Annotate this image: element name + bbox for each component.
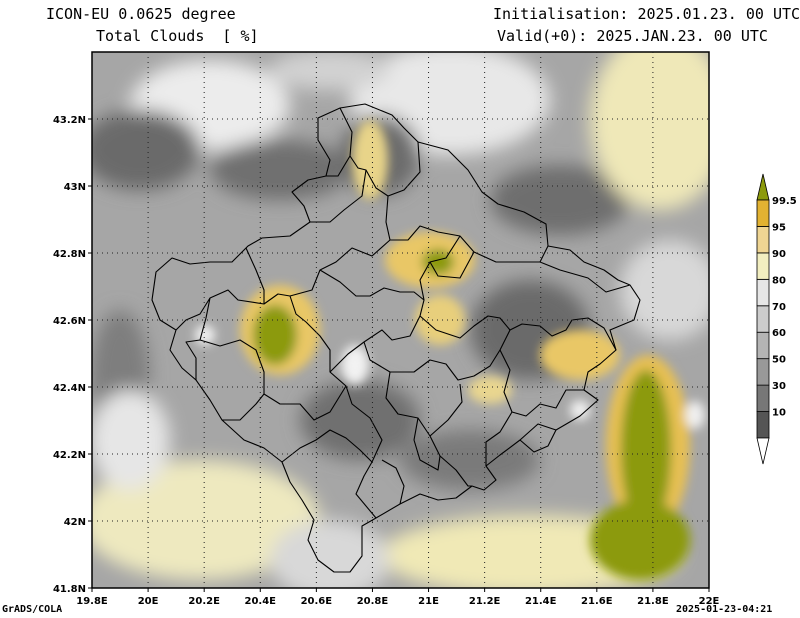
colorbar-label: 50 <box>772 355 786 366</box>
lon-axis: 19.8E 20E 20.2E 20.4E 20.6E 20.8E 21E 21.2E 21.4… <box>76 588 720 607</box>
colorbar-label: 60 <box>772 328 786 339</box>
colorbar-segment <box>756 384 770 412</box>
lat-tick-label: 42N <box>64 517 86 528</box>
lat-tick-label: 42.6N <box>53 316 86 327</box>
lon-tick-label: 20.6E <box>301 596 333 607</box>
colorbar-label: 80 <box>772 275 786 286</box>
colorbar-label: 10 <box>772 408 786 419</box>
colorbar-label: 90 <box>772 249 786 260</box>
colorbar-segment <box>756 331 770 360</box>
colorbar: 10 30 50 60 70 80 90 95 99.5 <box>756 173 797 465</box>
colorbar-label: 99.5 <box>772 196 797 207</box>
colorbar-segment <box>756 358 770 386</box>
field-title: Total Clouds [ %] <box>96 27 259 45</box>
lat-tick-label: 42.2N <box>53 450 86 461</box>
colorbar-segment <box>756 411 770 439</box>
colorbar-top-triangle <box>756 173 770 201</box>
cloud-field <box>92 52 709 588</box>
colorbar-label: 30 <box>772 381 786 392</box>
colorbar-segment <box>756 226 770 254</box>
init-time: Initialisation: 2025.01.23. 00 UTC <box>493 5 800 23</box>
footer-timestamp: 2025-01-23-04:21 <box>676 604 773 615</box>
lat-axis: 41.8N 42N 42.2N 42.4N 42.6N 42.8N 43N 43.2N <box>53 115 92 595</box>
colorbar-segment <box>756 252 770 280</box>
colorbar-label: 70 <box>772 302 786 313</box>
model-title: ICON-EU 0.0625 degree <box>46 5 236 23</box>
lon-tick-label: 22E <box>699 596 720 607</box>
colorbar-segment <box>756 199 770 227</box>
colorbar-segment <box>756 278 770 307</box>
colorbar-segment <box>756 305 770 333</box>
lon-tick-label: 20.2E <box>188 596 220 607</box>
lon-tick-label: 20E <box>138 596 159 607</box>
colorbar-label: 95 <box>772 222 786 233</box>
colorbar-bottom-triangle <box>756 437 770 465</box>
lat-tick-label: 42.8N <box>53 249 86 260</box>
lon-tick-label: 20.4E <box>245 596 277 607</box>
lon-tick-label: 19.8E <box>76 596 108 607</box>
lon-tick-label: 21.2E <box>469 596 501 607</box>
lon-tick-label: 21.4E <box>525 596 557 607</box>
lat-tick-label: 43N <box>64 182 86 193</box>
lat-tick-label: 41.8N <box>53 584 86 595</box>
valid-time: Valid(+0): 2025.JAN.23. 00 UTC <box>497 27 768 45</box>
lon-tick-label: 21.8E <box>637 596 669 607</box>
boundaries <box>151 103 641 573</box>
footer-credit: GrADS/COLA <box>2 604 63 615</box>
lat-tick-label: 42.4N <box>53 383 86 394</box>
lat-tick-label: 43.2N <box>53 115 86 126</box>
lon-tick-label: 21.6E <box>581 596 613 607</box>
lon-tick-label: 20.8E <box>357 596 389 607</box>
lon-tick-label: 21E <box>418 596 439 607</box>
